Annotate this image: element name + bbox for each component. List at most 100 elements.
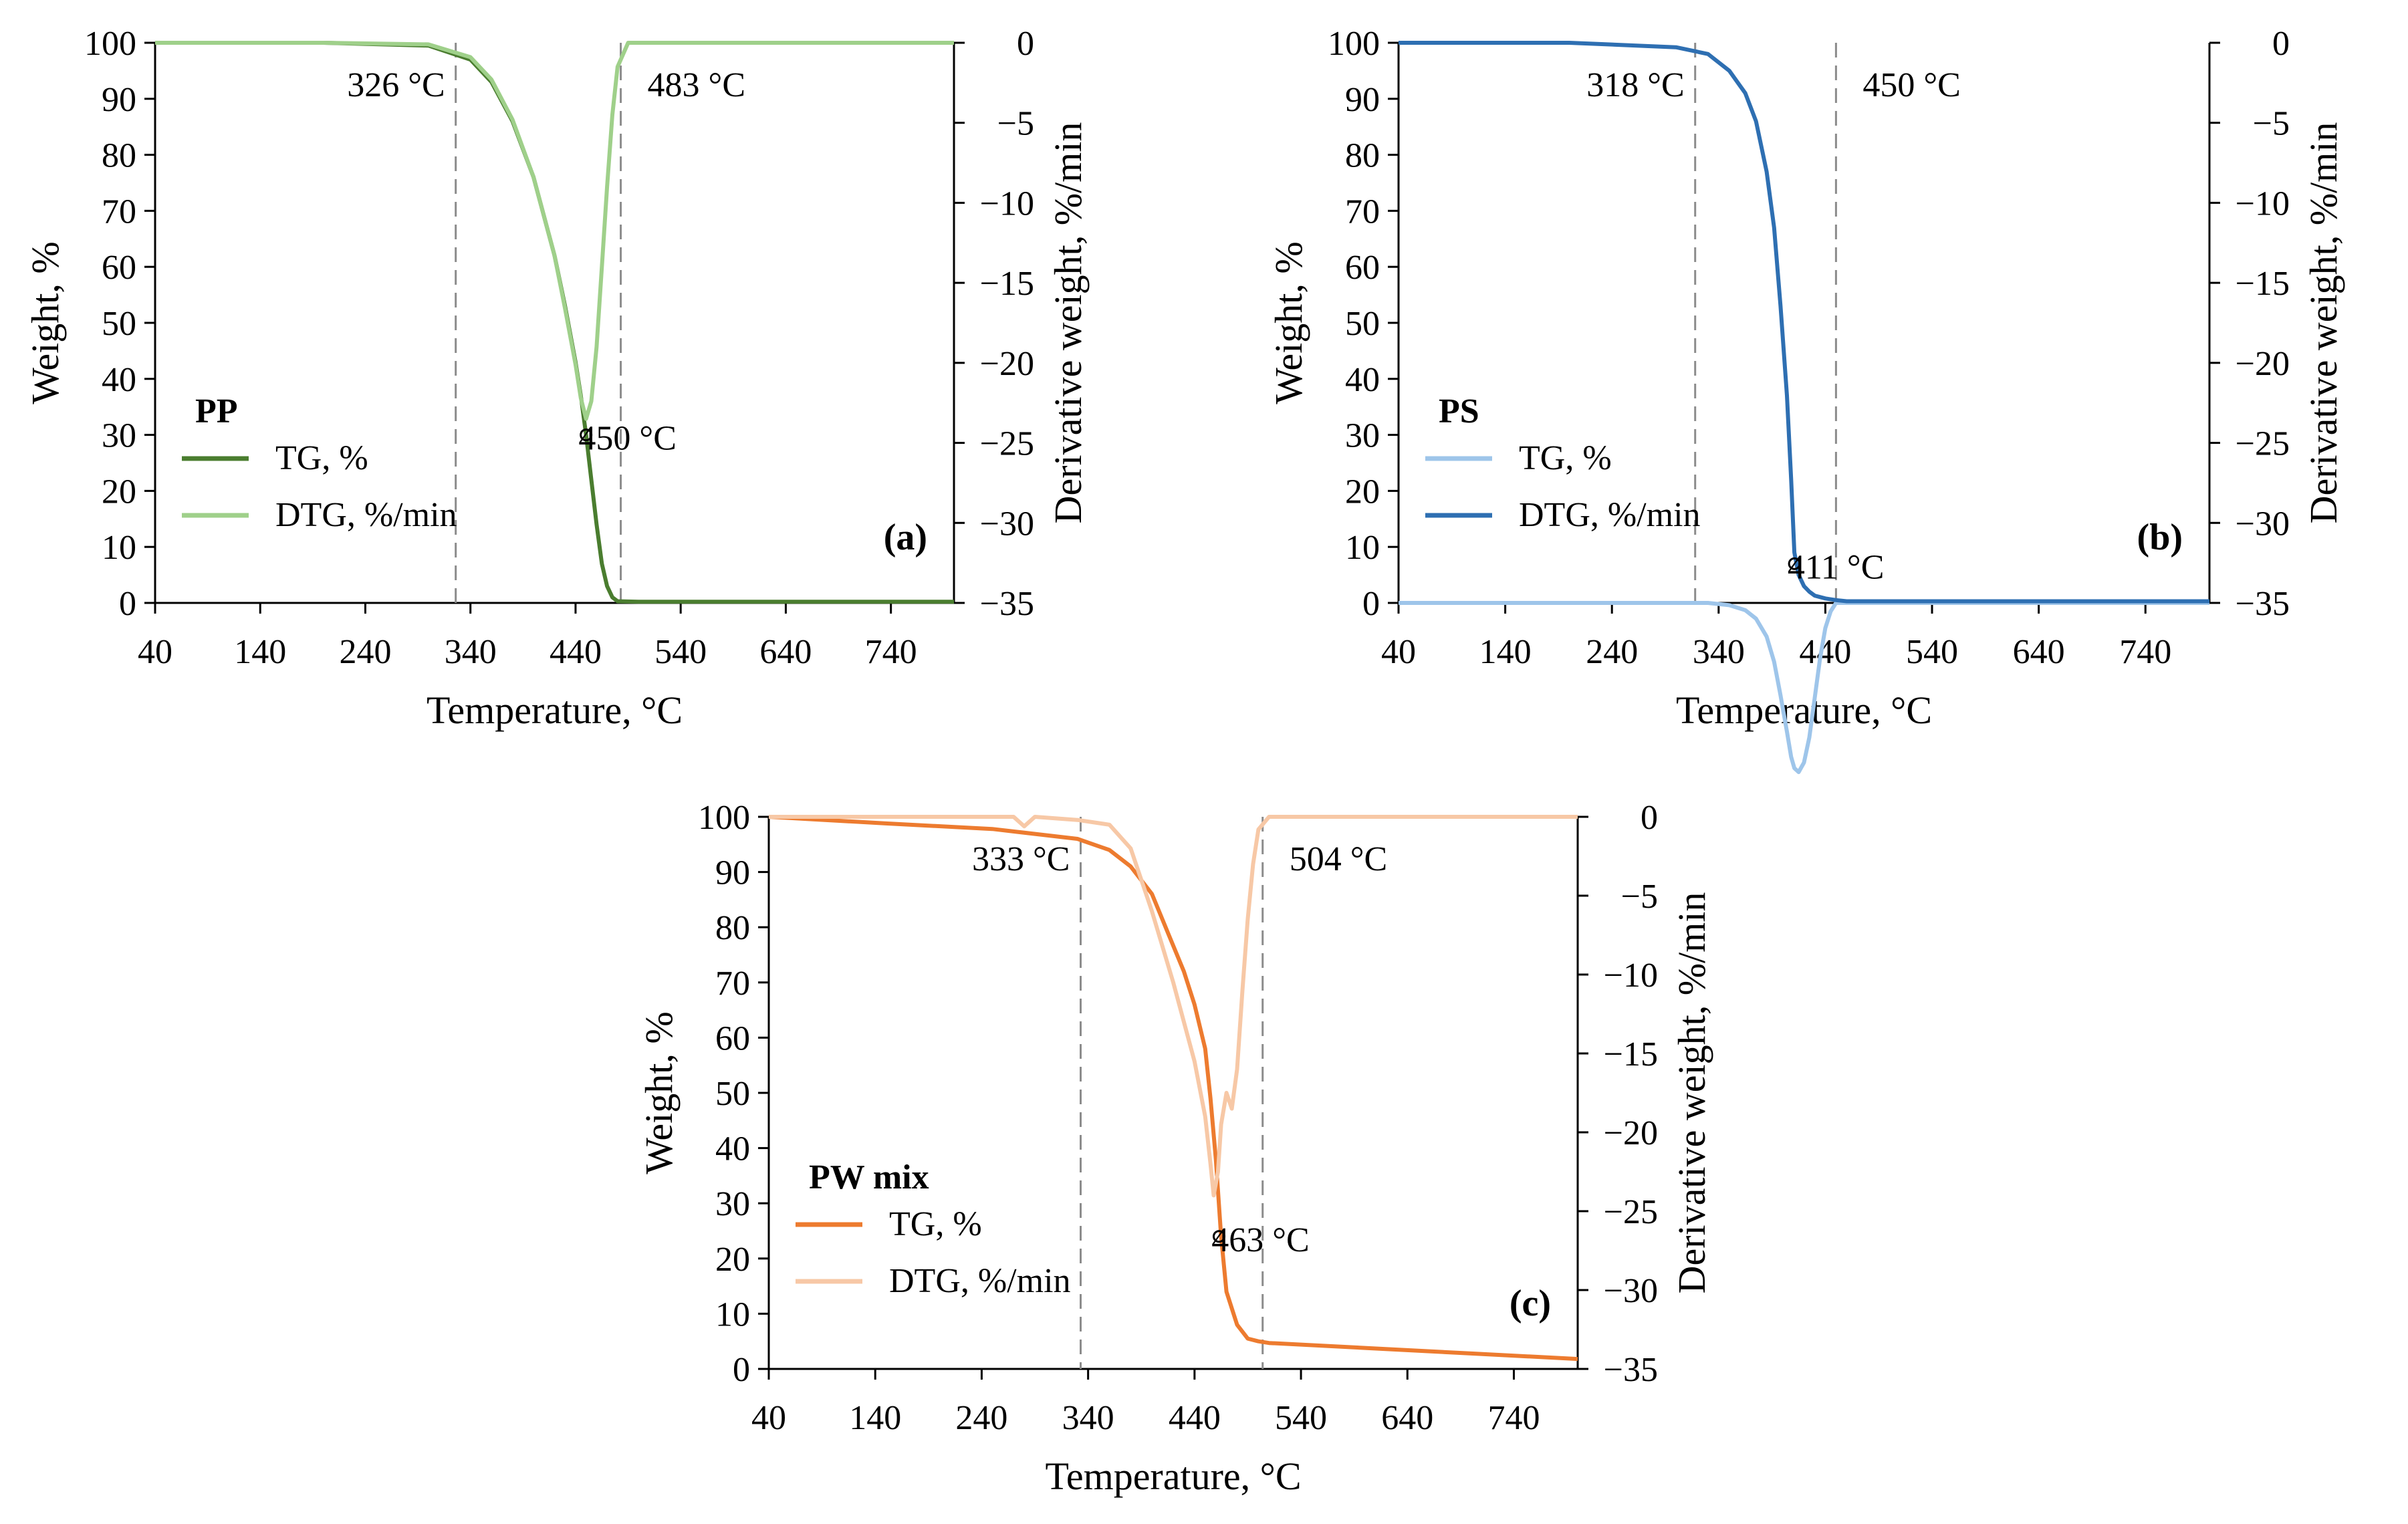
legend-label: TG, % <box>889 1205 982 1243</box>
panel-label: (b) <box>2137 517 2183 558</box>
y2-tick-label: −30 <box>2236 505 2290 543</box>
y-tick-label: 100 <box>84 25 136 63</box>
end-label: 450 °C <box>1862 66 1960 104</box>
panel-label: (c) <box>1510 1283 1551 1324</box>
x-tick-label: 40 <box>138 633 172 671</box>
y-tick-label: 10 <box>102 529 136 567</box>
peak-marker <box>1788 557 1801 570</box>
y-tick-label: 20 <box>102 473 136 511</box>
y2-tick-label: 0 <box>1641 799 1658 837</box>
y-tick-label: 50 <box>715 1075 750 1113</box>
series-line-tg <box>768 815 1578 1362</box>
chart-panel-b: 40 140 240 340 440 540 640 74001020304050607080… <box>1267 25 2345 775</box>
legend-label: DTG, %/min <box>1519 496 1701 534</box>
x-tick-label: 340 <box>445 633 497 671</box>
y2-axis-title: Derivative weight, %/min <box>1670 892 1713 1294</box>
y-tick-label: 30 <box>102 417 136 455</box>
x-tick-label: 140 <box>1479 633 1532 671</box>
x-tick-label: 540 <box>1906 633 1958 671</box>
legend-label: DTG, %/min <box>275 496 457 534</box>
y-tick-label: 0 <box>119 585 136 623</box>
x-tick-label: 340 <box>1693 633 1745 671</box>
y2-tick-label: −30 <box>980 505 1034 543</box>
x-tick-label: 140 <box>849 1399 901 1437</box>
peak-label: 450 °C <box>578 420 676 458</box>
x-tick-label: 440 <box>550 633 602 671</box>
y2-tick-label: −5 <box>1621 878 1658 916</box>
y-tick-label: 70 <box>715 965 750 1003</box>
x-axis-title: Temperature, °C <box>427 688 683 732</box>
legend-label: DTG, %/min <box>889 1262 1071 1300</box>
y2-tick-label: −15 <box>1604 1035 1658 1073</box>
y2-tick-label: −20 <box>1604 1114 1658 1152</box>
y-axis-title: Weight, % <box>1267 241 1310 404</box>
y2-tick-label: −5 <box>997 105 1034 143</box>
x-tick-label: 440 <box>1169 1399 1221 1437</box>
x-tick-label: 240 <box>339 633 391 671</box>
legend-title: PW mix <box>809 1158 929 1196</box>
y2-tick-label: 0 <box>1017 25 1034 63</box>
y-tick-label: 60 <box>1345 249 1380 287</box>
x-tick-label: 640 <box>1381 1399 1433 1437</box>
y-axis-title: Weight, % <box>23 241 67 404</box>
y-tick-label: 60 <box>102 249 136 287</box>
y-axis-title: Weight, % <box>637 1011 681 1174</box>
y-tick-label: 100 <box>698 799 750 837</box>
y-tick-label: 70 <box>102 193 136 231</box>
y2-tick-label: −30 <box>1604 1272 1658 1310</box>
y2-axis-title: Derivative weight, %/min <box>2302 122 2345 524</box>
y-tick-label: 90 <box>1345 81 1380 119</box>
y-tick-label: 20 <box>715 1241 750 1279</box>
onset-label: 318 °C <box>1586 66 1684 104</box>
x-tick-label: 240 <box>1586 633 1638 671</box>
y2-tick-label: 0 <box>2272 25 2290 63</box>
x-tick-label: 740 <box>1487 1399 1540 1437</box>
y-tick-label: 10 <box>1345 529 1380 567</box>
y2-tick-label: −15 <box>980 265 1034 303</box>
legend-label: TG, % <box>275 439 368 477</box>
legend-title: PP <box>195 392 238 430</box>
y2-tick-label: −5 <box>2253 105 2290 143</box>
x-tick-label: 540 <box>1275 1399 1327 1437</box>
series-line-dtg <box>155 41 954 421</box>
peak-marker <box>580 428 593 442</box>
y-tick-label: 40 <box>1345 361 1380 399</box>
x-axis-title: Temperature, °C <box>1045 1454 1301 1498</box>
peak-label: 463 °C <box>1211 1221 1309 1259</box>
y-tick-label: 0 <box>1362 585 1380 623</box>
y2-tick-label: −35 <box>1604 1351 1658 1389</box>
y2-tick-label: −10 <box>980 184 1034 223</box>
y2-tick-label: −10 <box>1604 957 1658 995</box>
y2-axis-title: Derivative weight, %/min <box>1046 122 1090 524</box>
y2-tick-label: −20 <box>2236 345 2290 383</box>
series-line-tg <box>1399 601 2209 775</box>
x-axis-title: Temperature, °C <box>1676 688 1932 732</box>
x-tick-label: 40 <box>1381 633 1416 671</box>
x-tick-label: 640 <box>2013 633 2065 671</box>
legend-label: TG, % <box>1519 439 1612 477</box>
y-tick-label: 50 <box>1345 305 1380 343</box>
x-tick-label: 740 <box>2119 633 2171 671</box>
y-tick-label: 10 <box>715 1295 750 1334</box>
y2-tick-label: −35 <box>980 585 1034 623</box>
y-tick-label: 80 <box>715 909 750 947</box>
y-tick-label: 80 <box>102 137 136 175</box>
y-tick-label: 30 <box>1345 417 1380 455</box>
y2-tick-label: −15 <box>2236 265 2290 303</box>
x-tick-label: 340 <box>1062 1399 1114 1437</box>
legend-title: PS <box>1439 392 1479 430</box>
y-tick-label: 40 <box>715 1130 750 1168</box>
y-tick-label: 90 <box>715 854 750 892</box>
y-tick-label: 90 <box>102 81 136 119</box>
y-tick-label: 20 <box>1345 473 1380 511</box>
y-tick-label: 70 <box>1345 193 1380 231</box>
x-tick-label: 640 <box>759 633 812 671</box>
onset-label: 326 °C <box>347 66 445 104</box>
y2-tick-label: −25 <box>980 425 1034 463</box>
x-tick-label: 240 <box>955 1399 1007 1437</box>
y-tick-label: 60 <box>715 1019 750 1057</box>
y-tick-label: 80 <box>1345 137 1380 175</box>
chart-panel-a: 40 140 240 340 440 540 640 740 0 10 20 30 40 50 60 70 80… <box>23 25 1090 732</box>
y2-tick-label: −10 <box>2236 184 2290 223</box>
